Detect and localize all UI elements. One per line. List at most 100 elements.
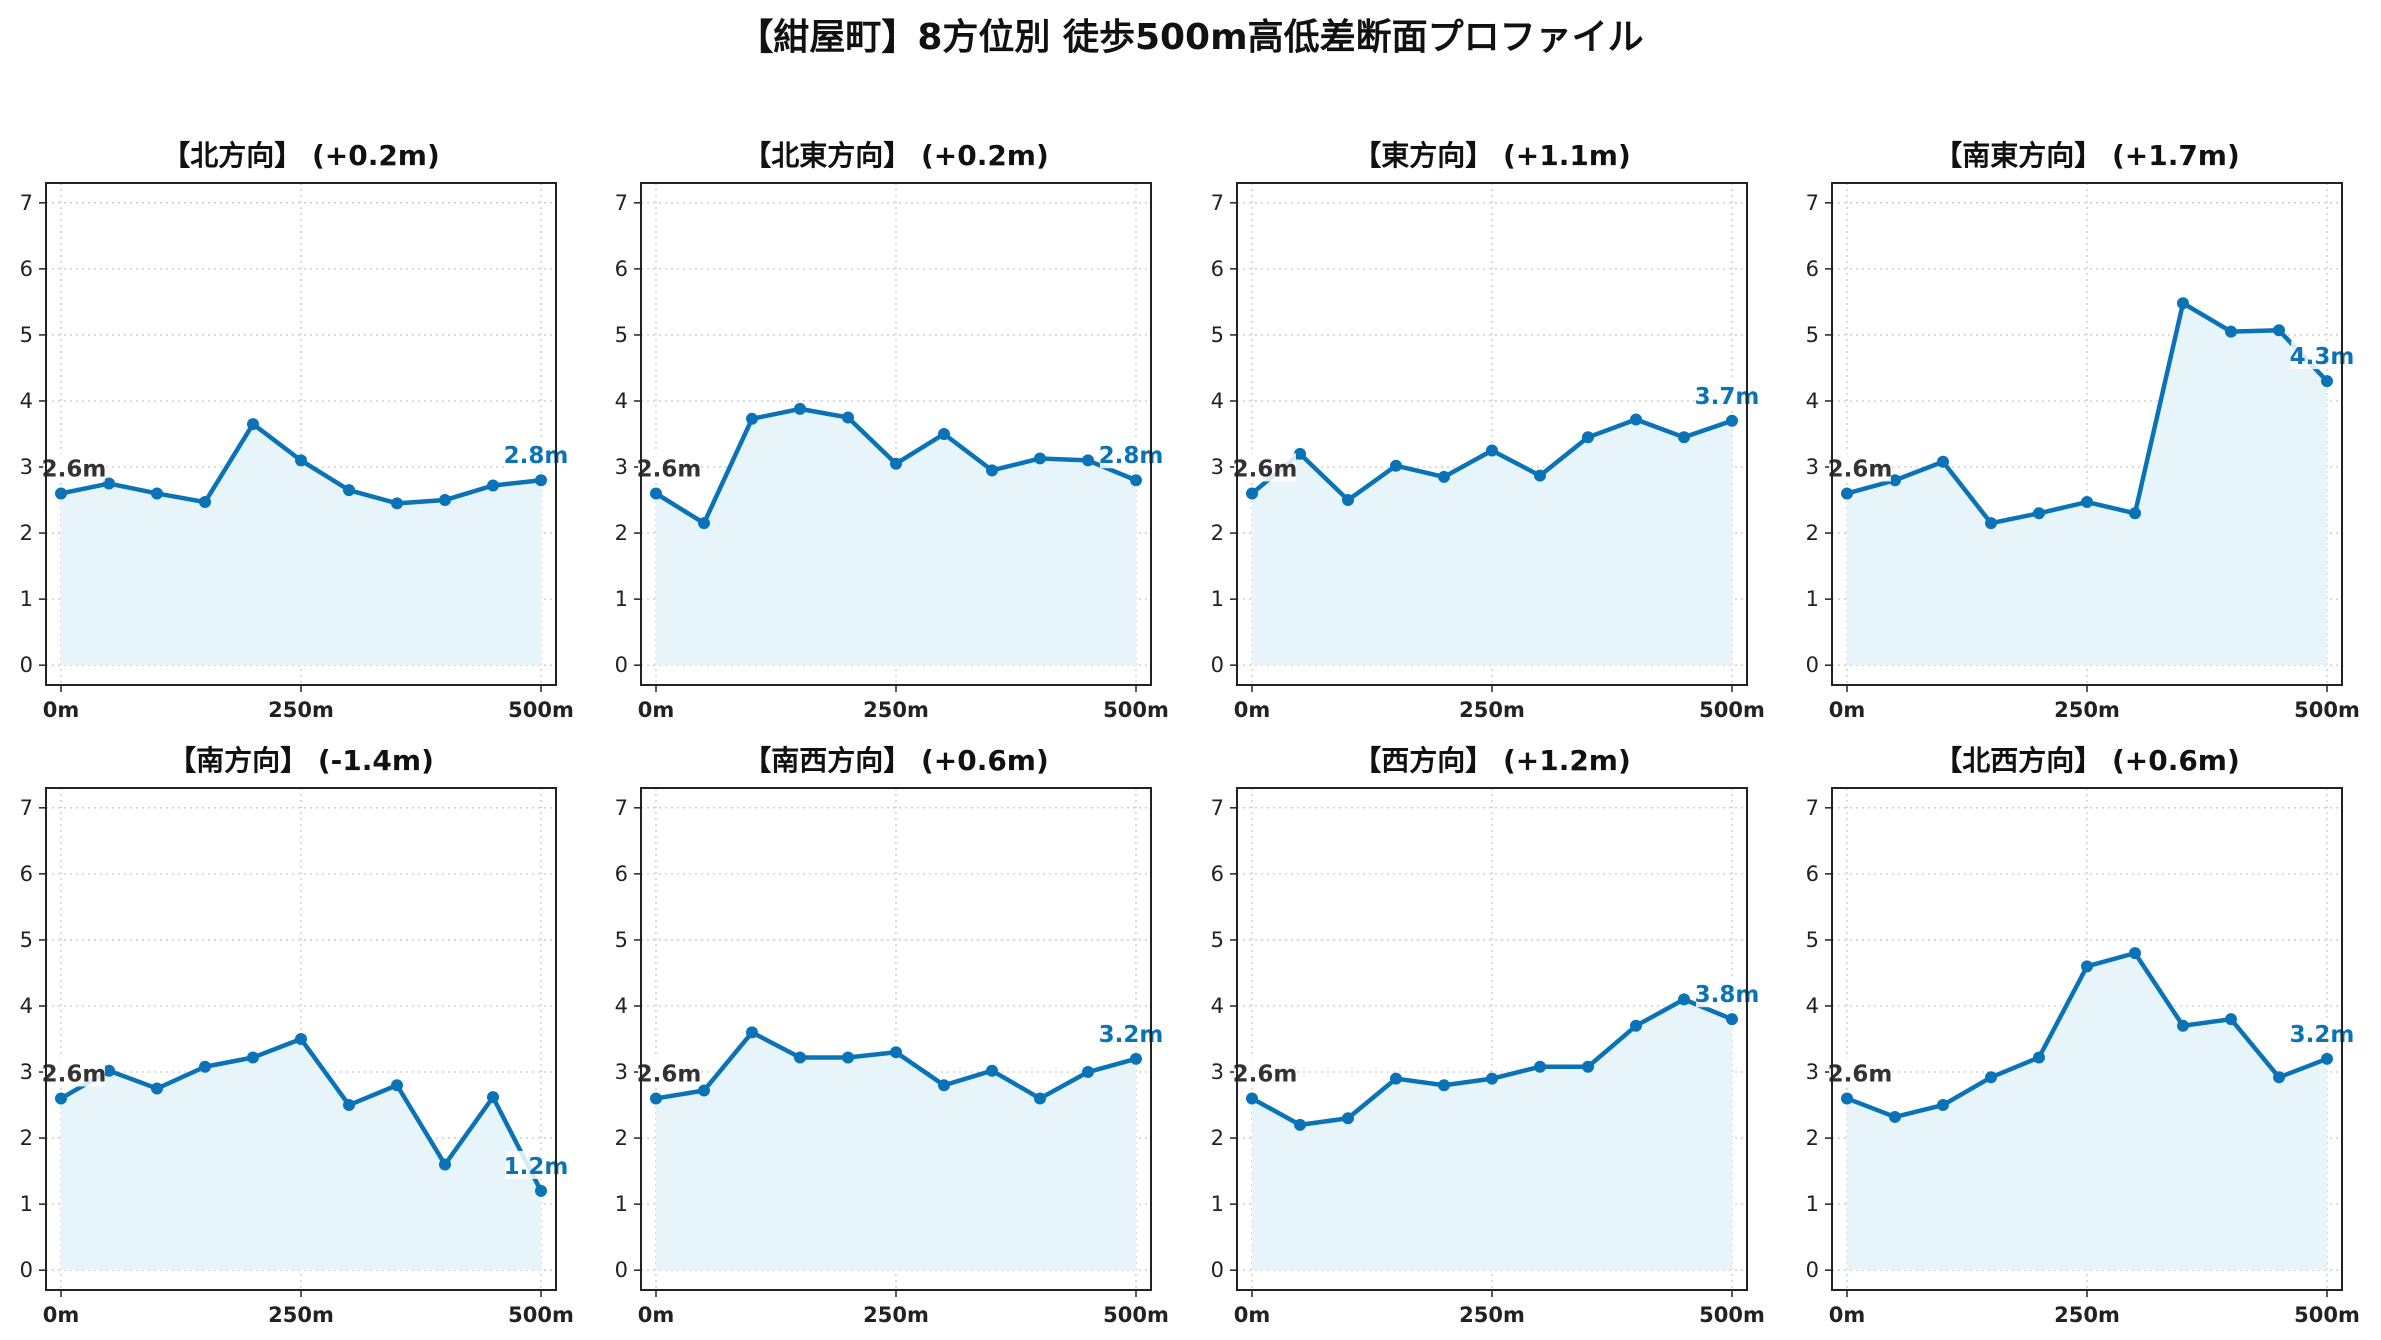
y-tick-label: 1 [1211,1192,1224,1216]
plot-frame [1831,182,2343,686]
y-tick-label: 1 [615,1192,628,1216]
data-point [1726,414,1738,427]
y-tick-label: 2 [1211,1126,1224,1150]
elevation-chart-1: 【北方向】 (+0.2m) 0 1 2 3 4 5 6 7 0m 250m 500m 2.6m 2.8m [20,139,574,722]
y-tick-label: 7 [20,191,33,215]
data-point [391,1079,403,1092]
end-elevation-label: 3.2m [1099,1022,1164,1048]
data-point [1246,1092,1258,1105]
y-tick-label: 7 [1806,796,1819,820]
y-tick-label: 0 [1806,653,1819,677]
data-point [1841,487,1853,500]
data-point [1534,469,1546,482]
x-tick-label: 250m [268,698,334,722]
figure-title: 【紺屋町】8方位別 徒歩500m高低差断面プロファイル [737,17,1644,58]
elevation-area [1847,303,2327,666]
chart-title: 【西方向】 (+1.2m) [1353,744,1631,777]
start-label-bg [638,1058,700,1087]
start-label-bg [1829,1058,1891,1087]
y-tick-label: 6 [615,862,628,886]
start-elevation-label: 2.6m [1233,1061,1298,1087]
elevation-area [61,1039,541,1271]
y-tick-label: 4 [1211,389,1224,413]
data-point [986,464,998,477]
data-point [103,477,115,490]
data-point [938,1079,950,1092]
data-point [1937,1099,1949,1112]
data-point [842,1051,854,1064]
data-point [1582,1060,1594,1073]
data-point [487,1091,499,1104]
data-point [1582,431,1594,444]
x-tick-label: 0m [638,1303,675,1327]
x-tick-label: 500m [2294,1303,2360,1327]
data-point [2225,1013,2237,1026]
x-tick-label: 250m [2054,1303,2120,1327]
data-point [1985,1071,1997,1084]
x-tick-label: 250m [863,698,929,722]
data-point [1034,452,1046,465]
data-point [1726,1013,1738,1026]
y-tick-label: 2 [20,1126,33,1150]
elevation-chart-2: 【北東方向】 (+0.2m) 0 1 2 3 4 5 6 7 0m 250m 500m 2.6m 2.8m [615,139,1169,722]
data-point [1034,1092,1046,1105]
x-tick-label: 500m [508,1303,574,1327]
plot-frame [1236,182,1748,686]
chart-title: 【南東方向】 (+1.7m) [1934,139,2240,172]
y-tick-label: 7 [1806,191,1819,215]
data-point [535,474,547,487]
y-tick-label: 6 [20,257,33,281]
y-tick-label: 4 [20,389,33,413]
y-tick-label: 1 [1211,587,1224,611]
data-point [2129,947,2141,960]
data-point [986,1064,998,1077]
data-point [1985,517,1997,530]
plot-frame [640,787,1152,1291]
elevation-area [1847,953,2327,1271]
data-point [650,487,662,500]
y-tick-label: 5 [615,928,628,952]
data-point [650,1092,662,1105]
data-point [1889,1110,1901,1123]
data-point [938,428,950,440]
data-point [1130,474,1142,487]
y-tick-label: 1 [20,587,33,611]
data-point [1390,459,1402,472]
elevation-chart-6: 【南西方向】 (+0.6m) 0 1 2 3 4 5 6 7 0m 250m 500m 2.6m 3.2m [615,744,1169,1327]
y-tick-label: 1 [1806,587,1819,611]
data-point [55,1092,67,1105]
chart-title: 【南西方向】 (+0.6m) [743,744,1049,777]
y-tick-label: 5 [1806,928,1819,952]
start-label-bg [1829,453,1891,482]
data-point [1294,1118,1306,1131]
data-point [2033,507,2045,520]
data-point [2273,324,2285,337]
end-elevation-label: 2.8m [1099,443,1164,469]
y-tick-label: 0 [1806,1258,1819,1282]
plot-frame [1236,787,1748,1291]
y-tick-label: 4 [1806,389,1819,413]
data-point [343,484,355,497]
data-point [1342,1112,1354,1125]
plot-frame [1831,787,2343,1291]
end-elevation-label: 4.3m [2290,344,2355,370]
x-tick-label: 0m [43,698,80,722]
y-tick-label: 2 [615,521,628,545]
elevation-chart-4: 【南東方向】 (+1.7m) 0 1 2 3 4 5 6 7 0m 250m 500m 2.6m 4.3m [1806,139,2360,722]
y-tick-label: 5 [20,928,33,952]
start-label-bg [43,1058,105,1087]
x-tick-label: 0m [638,698,675,722]
elevation-chart-8: 【北西方向】 (+0.6m) 0 1 2 3 4 5 6 7 0m 250m 500m 2.6m 3.2m [1806,744,2360,1327]
data-point [1630,413,1642,426]
data-point [55,487,67,500]
x-tick-label: 500m [1103,698,1169,722]
data-point [1082,454,1094,467]
chart-title: 【東方向】 (+1.1m) [1353,139,1631,172]
data-point [794,1051,806,1064]
start-label-bg [638,453,700,482]
y-tick-label: 6 [1211,257,1224,281]
data-point [1678,993,1690,1006]
y-tick-label: 0 [1211,1258,1224,1282]
start-elevation-label: 2.6m [42,1061,107,1087]
elevation-chart-5: 【南方向】 (-1.4m) 0 1 2 3 4 5 6 7 0m 250m 500m 2.6m 1.2m [20,744,574,1327]
